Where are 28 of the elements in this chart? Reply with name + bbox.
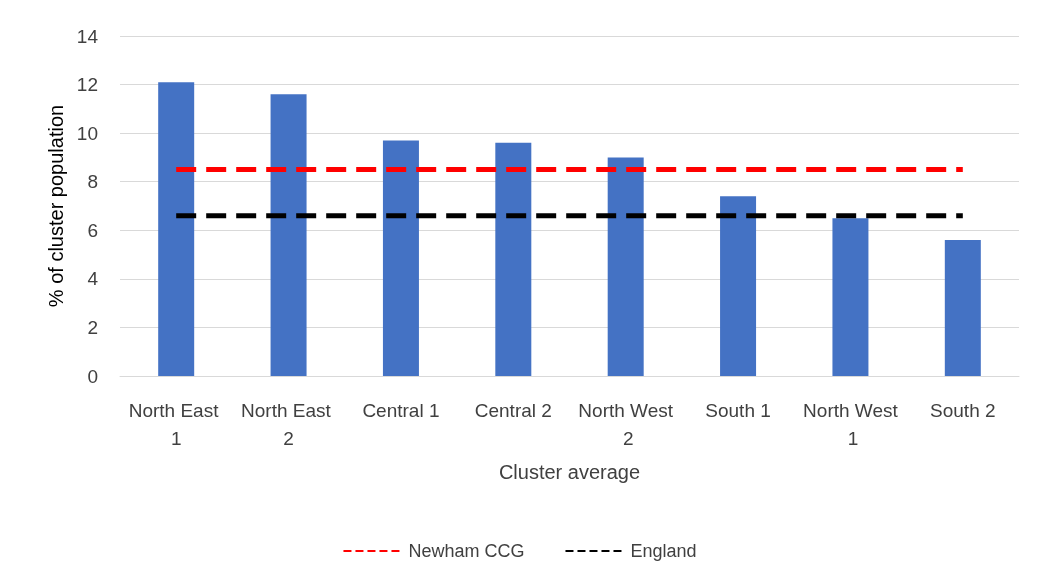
y-tick-label: 8	[87, 171, 98, 193]
x-tick-label: North West 1	[803, 399, 899, 449]
bar	[607, 157, 644, 376]
bar	[832, 218, 869, 376]
legend-label: England	[630, 541, 697, 561]
x-tick-label: North East 2	[241, 399, 337, 449]
x-tick-label: North West 2	[578, 399, 674, 449]
y-tick-label: 10	[76, 122, 98, 144]
x-tick-label: North East 1	[128, 399, 224, 449]
y-tick-label: 2	[87, 316, 98, 338]
x-tick-label: Central 2	[474, 399, 552, 421]
y-tick-label: 4	[87, 268, 99, 290]
x-tick-label: South 1	[705, 399, 771, 421]
bar	[382, 140, 419, 376]
y-tick-label: 12	[76, 74, 98, 96]
y-tick-label: 0	[87, 365, 98, 387]
bar	[495, 142, 532, 376]
x-tick-label: Central 1	[362, 399, 440, 421]
legend-label: Newham CCG	[408, 541, 525, 561]
y-axis-title: % of cluster population	[44, 104, 67, 308]
bar	[720, 196, 757, 376]
y-tick-label: 6	[87, 219, 98, 241]
bar	[944, 240, 981, 376]
y-tick-label: 14	[76, 25, 99, 47]
bar	[270, 94, 307, 376]
x-tick-label: South 2	[930, 399, 996, 421]
x-axis-title: Cluster average	[498, 461, 641, 483]
bar	[158, 82, 195, 376]
